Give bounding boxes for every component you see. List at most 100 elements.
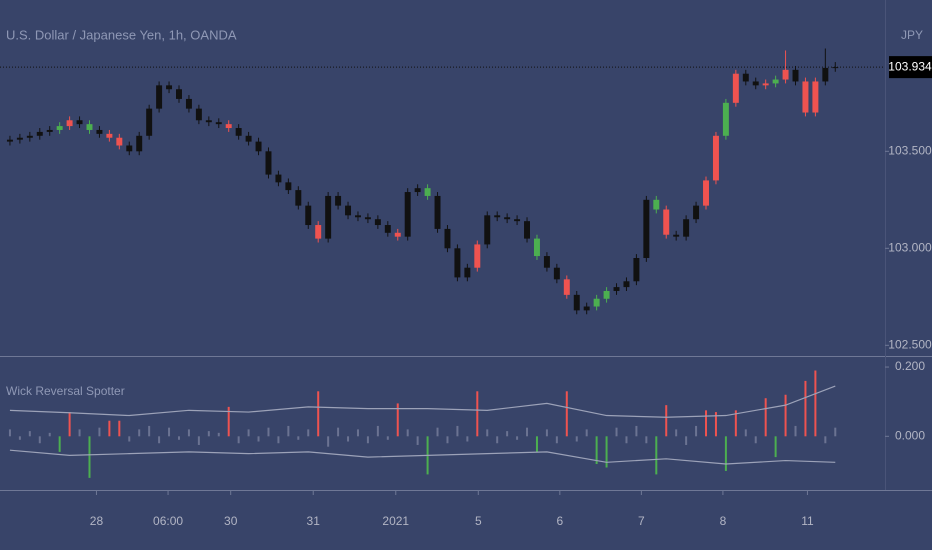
- candle-body: [394, 232, 401, 237]
- indicator-bar: [784, 394, 787, 437]
- candle-body: [225, 124, 232, 129]
- candle-body: [195, 108, 202, 121]
- indicator-bar: [834, 427, 837, 437]
- candle-body: [315, 225, 322, 239]
- indicator-bar: [764, 398, 767, 437]
- indicator-bar: [774, 436, 777, 458]
- indicator-title: Wick Reversal Spotter: [6, 384, 125, 398]
- candle-body: [354, 215, 361, 218]
- candle-body: [792, 69, 799, 82]
- indicator-bar: [665, 405, 668, 437]
- indicator-bar: [356, 429, 359, 437]
- indicator-bar: [337, 427, 340, 437]
- candle-body: [275, 174, 282, 183]
- candle-body: [384, 225, 391, 233]
- indicator-bar: [118, 420, 121, 437]
- indicator-bar: [28, 431, 31, 437]
- candle-body: [812, 81, 819, 113]
- candle-body: [593, 298, 600, 307]
- indicator-bar: [744, 429, 747, 437]
- indicator-bar: [48, 432, 51, 437]
- indicator-bar: [257, 436, 260, 442]
- candle-body: [295, 190, 302, 206]
- x-tick-label: 2021: [382, 514, 409, 528]
- candle-body: [434, 195, 441, 229]
- indicator-bar: [595, 436, 598, 465]
- candle-body: [762, 83, 769, 86]
- candle-body: [683, 219, 690, 237]
- indicator-bar: [695, 425, 698, 437]
- indicator-bar: [98, 427, 101, 437]
- indicator-bar: [108, 420, 111, 437]
- indicator-bar: [267, 427, 270, 437]
- candle-body: [633, 258, 640, 282]
- indicator-bar: [317, 391, 320, 437]
- indicator-bar: [635, 425, 638, 437]
- currency-label: JPY: [901, 28, 923, 42]
- indicator-bar: [466, 436, 469, 442]
- indicator-bar: [754, 436, 757, 444]
- candle-body: [156, 85, 163, 109]
- indicator-bar: [366, 436, 369, 444]
- candle-body: [474, 244, 481, 268]
- candle-body: [96, 129, 103, 134]
- indicator-bar: [297, 436, 300, 440]
- candle-body: [325, 195, 332, 239]
- candle-body: [6, 139, 13, 142]
- indicator-bar: [625, 436, 628, 444]
- candle-body: [215, 122, 222, 125]
- indicator-bar: [88, 436, 91, 478]
- indicator-bar: [506, 431, 509, 437]
- candle-body: [265, 151, 272, 175]
- candle-body: [454, 248, 461, 278]
- candle-body: [573, 294, 580, 311]
- candle-body: [464, 267, 471, 278]
- candle-body: [56, 126, 63, 130]
- candle-body: [802, 81, 809, 113]
- candle-body: [782, 69, 789, 80]
- candle-body: [832, 67, 839, 69]
- indicator-bar: [486, 429, 489, 437]
- x-tick-label: 06:00: [153, 514, 183, 528]
- indicator-bar: [158, 436, 161, 444]
- indicator-bar: [645, 436, 648, 444]
- indicator-bar: [516, 436, 519, 440]
- candle-body: [742, 73, 749, 82]
- indicator-bar: [456, 425, 459, 437]
- indicator-bar: [148, 425, 151, 437]
- x-tick-label: 30: [224, 514, 238, 528]
- indicator-bar: [138, 429, 141, 437]
- x-tick-label: 6: [556, 514, 563, 528]
- indicator-bar: [327, 436, 330, 447]
- candle-body: [563, 279, 570, 295]
- indicator-bar: [605, 436, 608, 468]
- candle-body: [235, 128, 242, 136]
- y-tick-label: 102.500: [888, 337, 932, 351]
- candle-body: [176, 89, 182, 99]
- candle-body: [444, 228, 451, 249]
- indicator-bar: [406, 429, 409, 437]
- candle-body: [623, 281, 630, 288]
- indicator-bar: [416, 436, 419, 445]
- indicator-bar: [8, 429, 11, 437]
- y-tick-label: 103.000: [888, 240, 932, 254]
- candle-body: [583, 306, 590, 311]
- indicator-bar: [565, 391, 568, 437]
- candle-body: [553, 267, 560, 280]
- candle-body: [116, 137, 123, 146]
- y-tick-label: 0.200: [895, 359, 925, 373]
- indicator-bar: [794, 425, 797, 437]
- indicator-bar: [585, 429, 588, 437]
- indicator-bar: [734, 410, 737, 437]
- indicator-bar: [824, 436, 827, 444]
- x-tick-label: 7: [638, 514, 645, 528]
- candle-body: [66, 120, 73, 127]
- indicator-bar: [307, 429, 310, 437]
- candle-body: [146, 108, 153, 136]
- indicator-bar: [386, 436, 389, 440]
- candle-body: [732, 73, 739, 103]
- indicator-bar: [168, 427, 171, 437]
- candle-body: [822, 67, 829, 82]
- indicator-bar: [675, 429, 678, 437]
